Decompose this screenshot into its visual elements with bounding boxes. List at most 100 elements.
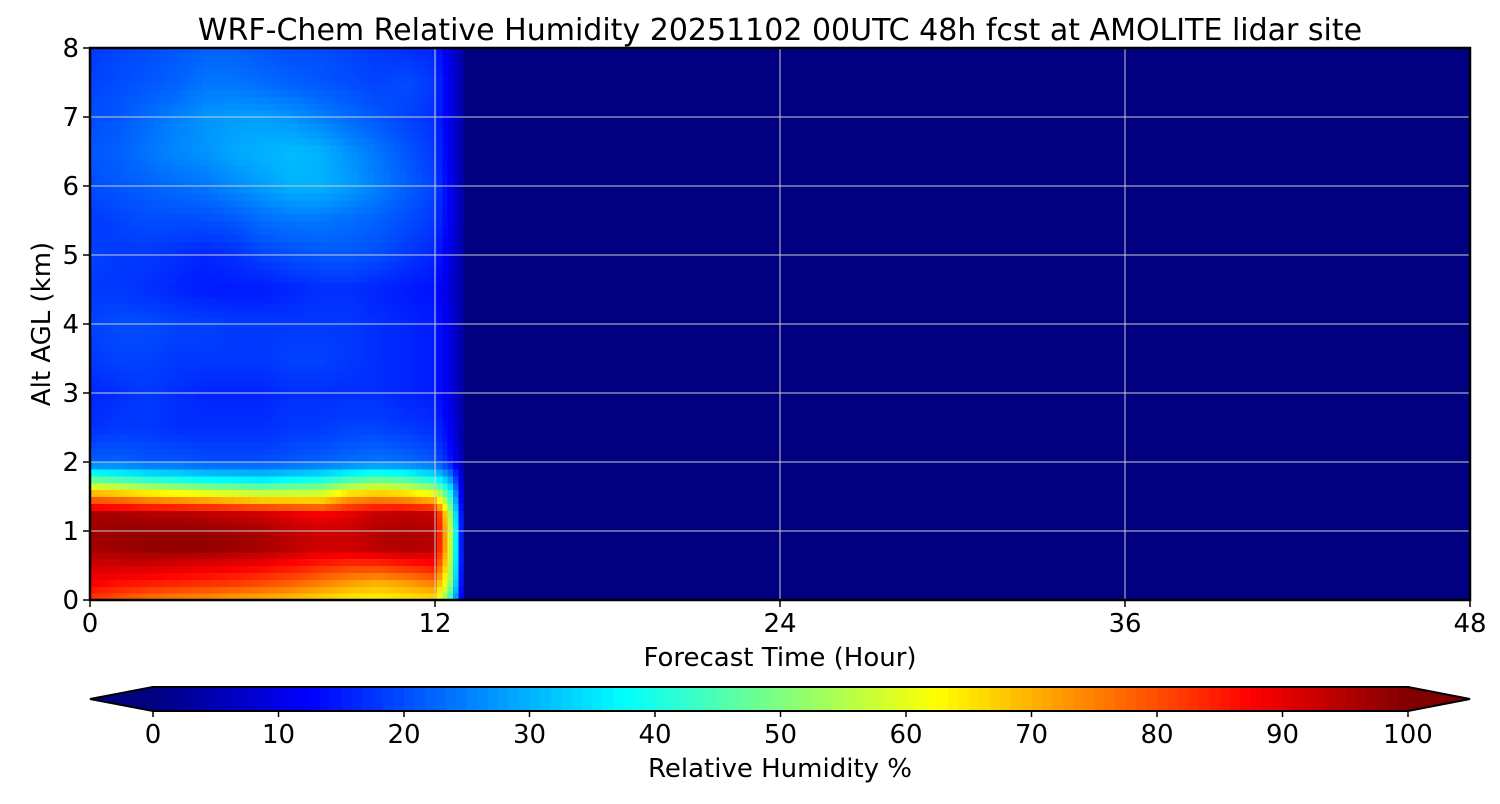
heatmap-cell [276, 172, 283, 180]
heatmap-cell [453, 551, 460, 560]
heatmap-cell [282, 255, 289, 263]
heatmap-cell [389, 227, 395, 235]
heatmap-cell [100, 261, 107, 270]
heatmap-cell [362, 531, 369, 539]
heatmap-cell [175, 255, 182, 263]
heatmap-cell [260, 192, 267, 201]
heatmap-cell [148, 303, 155, 311]
heatmap-cell [442, 275, 449, 284]
heatmap-cell [447, 386, 454, 394]
heatmap-cell [271, 130, 278, 139]
heatmap-cell [164, 572, 171, 580]
heatmap-cell [138, 199, 144, 208]
heatmap-cell [383, 358, 390, 366]
heatmap-cell [170, 289, 177, 297]
heatmap-cell [170, 441, 177, 449]
heatmap-cell [442, 551, 449, 560]
heatmap-cell [437, 248, 443, 256]
heatmap-cell [234, 227, 241, 235]
heatmap-cell [234, 399, 241, 408]
heatmap-cell [239, 310, 246, 318]
heatmap-cell [159, 179, 166, 187]
heatmap-cell [346, 579, 353, 587]
heatmap-cell [106, 427, 112, 435]
heatmap-cell [394, 337, 401, 346]
heatmap-cell [138, 558, 144, 567]
heatmap-cell [186, 179, 193, 187]
heatmap-cell [356, 144, 363, 153]
heatmap-cell [362, 399, 369, 408]
heatmap-cell [191, 192, 198, 201]
heatmap-cell [191, 455, 198, 463]
heatmap-cell [244, 496, 251, 504]
heatmap-cell [255, 455, 262, 463]
heatmap-cell [447, 220, 454, 228]
heatmap-cell [405, 524, 411, 532]
heatmap-cell [367, 365, 374, 373]
heatmap-cell [100, 330, 107, 339]
heatmap-cell [351, 206, 358, 215]
heatmap-cell [159, 199, 166, 208]
heatmap-cell [244, 565, 251, 573]
heatmap-cell [239, 524, 246, 532]
heatmap-cell [303, 144, 310, 153]
heatmap-cell [437, 413, 443, 422]
heatmap-cell [378, 248, 385, 256]
heatmap-cell [90, 282, 96, 291]
heatmap-cell [356, 186, 363, 194]
heatmap-cell [106, 413, 112, 422]
heatmap-cell [154, 103, 161, 111]
heatmap-cell [298, 144, 305, 153]
heatmap-cell [191, 558, 198, 567]
heatmap-cell [298, 192, 305, 201]
heatmap-cell [389, 123, 395, 132]
heatmap-cell [410, 448, 417, 456]
heatmap-cell [122, 462, 128, 470]
heatmap-cell [260, 324, 267, 332]
heatmap-cell [319, 296, 326, 304]
heatmap-cell [405, 110, 411, 118]
heatmap-cell [143, 275, 150, 284]
heatmap-cell [346, 448, 353, 456]
heatmap-cell [266, 489, 273, 498]
heatmap-cell [234, 324, 241, 332]
heatmap-cell [90, 531, 96, 539]
heatmap-cell [260, 186, 267, 194]
heatmap-cell [372, 455, 379, 463]
heatmap-cell [303, 206, 310, 215]
heatmap-cell [132, 289, 139, 297]
heatmap-cell [186, 441, 193, 449]
heatmap-cell [340, 393, 347, 401]
heatmap-cell [356, 192, 363, 201]
heatmap-cell [170, 468, 177, 477]
heatmap-cell [298, 199, 305, 208]
heatmap-cell [367, 172, 374, 180]
heatmap-cell [127, 289, 134, 297]
heatmap-cell [362, 579, 369, 587]
heatmap-cell [127, 220, 134, 228]
heatmap-cell [319, 593, 326, 600]
heatmap-cell [399, 110, 406, 118]
heatmap-cell [207, 206, 214, 215]
heatmap-cell [383, 517, 390, 525]
heatmap-cell [223, 524, 230, 532]
heatmap-cell [410, 330, 417, 339]
heatmap-cell [303, 462, 310, 470]
heatmap-cell [170, 282, 177, 291]
heatmap-cell [218, 468, 225, 477]
heatmap-cell [335, 586, 342, 594]
heatmap-cell [437, 399, 443, 408]
heatmap-cell [276, 427, 283, 435]
heatmap-cell [202, 372, 209, 380]
heatmap-cell [111, 551, 118, 560]
heatmap-cell [154, 551, 161, 560]
heatmap-cell [191, 268, 198, 277]
heatmap-cell [447, 144, 454, 153]
heatmap-cell [266, 475, 273, 484]
heatmap-cell [324, 399, 331, 408]
heatmap-cell [330, 351, 337, 360]
heatmap-cell [421, 179, 427, 187]
heatmap-cell [143, 130, 150, 139]
heatmap-cell [447, 406, 454, 415]
heatmap-cell [383, 372, 390, 380]
